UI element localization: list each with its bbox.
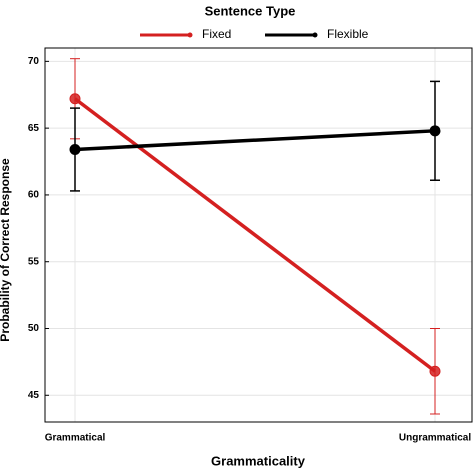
legend-label: Fixed — [202, 27, 231, 41]
point — [429, 125, 441, 137]
point — [69, 144, 81, 156]
point — [69, 93, 81, 105]
x-axis-label: Grammaticality — [211, 453, 306, 468]
y-tick-label: 45 — [28, 390, 40, 401]
y-tick-label: 60 — [28, 190, 40, 201]
x-tick-label: Ungrammatical — [399, 433, 471, 444]
y-tick-label: 65 — [28, 123, 40, 134]
y-tick-label: 50 — [28, 323, 40, 334]
plot-frame — [44, 47, 473, 423]
legend-dot — [187, 32, 193, 38]
series-line — [74, 129, 436, 152]
legend-label: Flexible — [327, 27, 369, 41]
x-tick-label: Grammatical — [45, 433, 106, 444]
y-tick-label: 55 — [28, 256, 40, 267]
legend-title: Sentence Type — [205, 3, 296, 18]
y-axis-label: Probability of Correct Response — [0, 158, 12, 342]
y-tick-label: 70 — [28, 56, 40, 67]
legend-dot — [312, 32, 318, 38]
point — [429, 365, 441, 377]
series-line — [73, 97, 437, 373]
